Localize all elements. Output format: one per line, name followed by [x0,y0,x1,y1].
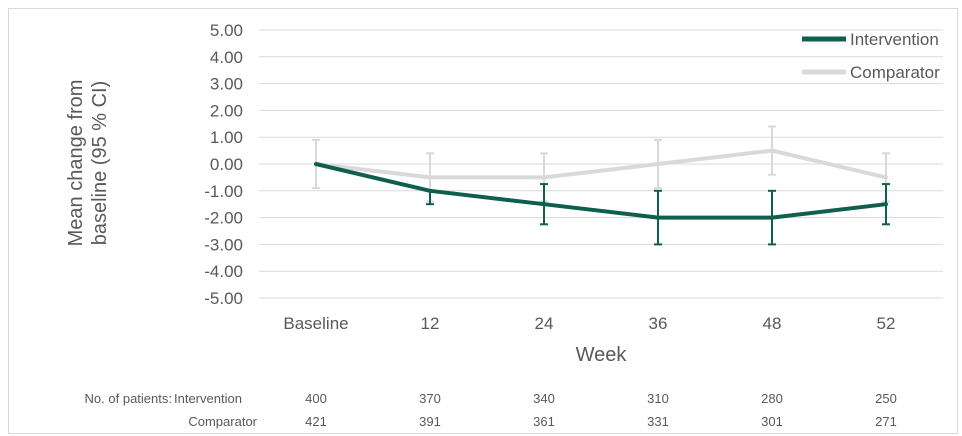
y-tick-label: 1.00 [210,128,243,147]
y-tick-label: -1.00 [204,182,243,201]
patients-count-intervention: 280 [761,391,783,406]
patients-count-intervention: 400 [305,391,327,406]
patients-count-intervention: 250 [875,391,897,406]
patients-count-comparator: 301 [761,414,783,429]
x-axis-ticks: Baseline 12 24 36 48 52 [283,314,895,333]
patients-count-intervention: 310 [647,391,669,406]
y-axis-title-line-1: Mean change from [65,80,87,247]
patients-count-intervention: 370 [419,391,441,406]
legend-label-intervention: Intervention [850,30,939,49]
x-tick-label: 24 [535,314,554,333]
patients-count-comparator: 271 [875,414,897,429]
y-axis-title-line-2: baseline (95 % CI) [89,81,111,246]
y-axis-ticks: 5.00 4.00 3.00 2.00 1.00 0.00 -1.00 -2.00 -3.00 -… [204,21,243,308]
chart-frame [8,8,958,434]
patients-values: 400 370 340 310 280 250 421 391 361 331 301 271 [305,391,897,429]
patients-count-comparator: 361 [533,414,555,429]
patients-table: No. of patients: Intervention Comparator… [85,391,897,429]
y-tick-label: -4.00 [204,262,243,281]
legend-item-comparator: Comparator [802,63,940,82]
y-tick-label: -3.00 [204,235,243,254]
patients-count-comparator: 391 [419,414,441,429]
y-tick-label: 0.00 [210,155,243,174]
patients-count-comparator: 421 [305,414,327,429]
patients-row-label-comparator: Comparator [188,414,257,429]
patients-count-comparator: 331 [647,414,669,429]
series-intervention [314,162,890,246]
series-layer [312,125,890,246]
gridlines [259,29,943,299]
x-axis-title: Week [576,344,628,366]
y-tick-label: 2.00 [210,101,243,120]
x-tick-label: 48 [763,314,782,333]
y-tick-label: 4.00 [210,48,243,67]
x-tick-label: Baseline [283,314,348,333]
y-tick-label: -5.00 [204,289,243,308]
x-tick-label: 36 [649,314,668,333]
y-tick-label: 5.00 [210,21,243,40]
patients-count-intervention: 340 [533,391,555,406]
legend: Intervention Comparator [802,30,940,82]
y-tick-label: -2.00 [204,209,243,228]
y-tick-label: 3.00 [210,75,243,94]
series-line-comparator [314,148,888,180]
legend-label-comparator: Comparator [850,63,940,82]
legend-item-intervention: Intervention [802,30,939,49]
x-tick-label: 12 [421,314,440,333]
series-line-intervention [314,162,888,220]
patients-row-label-intervention: Intervention [174,391,242,406]
x-tick-label: 52 [877,314,896,333]
patients-table-header: No. of patients: [85,391,172,406]
